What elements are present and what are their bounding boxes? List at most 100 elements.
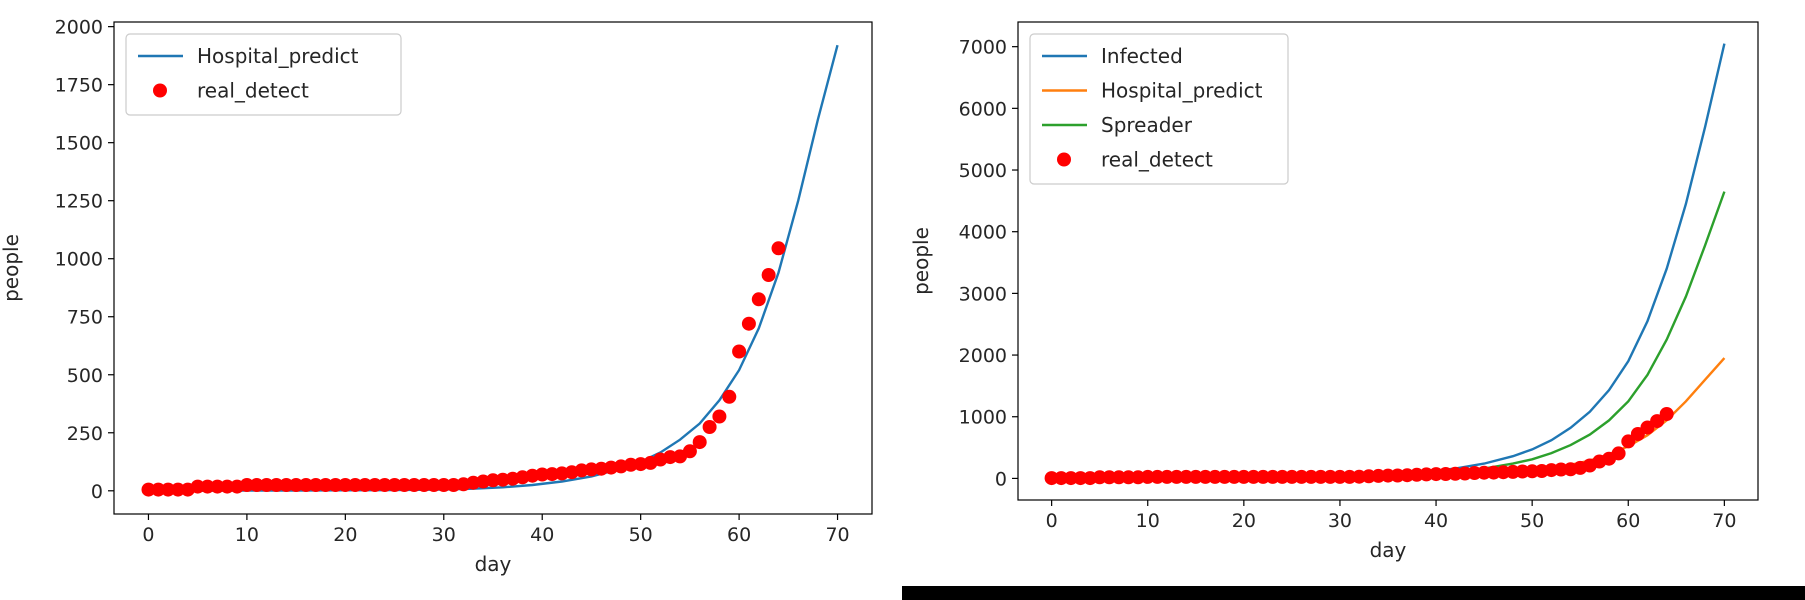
data-point-real-detect <box>436 478 451 492</box>
data-point-real-detect <box>279 478 294 492</box>
data-point-real-detect <box>387 478 402 492</box>
data-point-real-detect <box>1650 414 1665 429</box>
data-point-real-detect <box>407 478 422 492</box>
data-point-real-detect <box>259 478 274 492</box>
x-axis-label: day <box>475 552 512 576</box>
data-point-real-detect <box>1611 446 1626 461</box>
data-point-real-detect <box>1169 469 1184 484</box>
data-point-real-detect <box>1054 471 1069 486</box>
data-point-real-detect <box>249 478 264 492</box>
axes-frame <box>1017 21 1759 501</box>
data-point-real-detect <box>1073 471 1088 486</box>
data-point-real-detect <box>239 478 254 492</box>
data-point-real-detect <box>1150 469 1165 484</box>
legend: Hospital_predict real_detect <box>125 33 402 116</box>
data-point-real-detect <box>151 482 166 497</box>
data-point-real-detect <box>1044 471 1059 486</box>
y-tick-label: 4000 <box>959 222 1007 244</box>
data-point-real-detect <box>1160 469 1174 484</box>
legend-label-hospital-predict: Hospital_predict <box>1101 79 1263 103</box>
data-point-real-detect <box>1323 469 1338 484</box>
data-point-real-detect <box>397 478 412 492</box>
data-point-real-detect <box>269 478 284 492</box>
data-point-real-detect <box>318 478 333 492</box>
legend-label-spreader: Spreader <box>1101 113 1193 137</box>
x-tick-label: 70 <box>825 524 849 546</box>
data-point-real-detect <box>1092 470 1107 485</box>
data-point-real-detect <box>1179 469 1194 484</box>
data-point-real-detect <box>289 478 304 492</box>
data-point-real-detect <box>682 444 697 459</box>
x-tick-label: 0 <box>142 524 154 546</box>
data-point-real-detect <box>1217 469 1232 484</box>
y-tick-label: 0 <box>995 468 1007 490</box>
data-point-real-detect <box>1256 469 1271 484</box>
x-tick-label: 10 <box>235 524 259 546</box>
plot-area <box>141 44 839 497</box>
data-point-real-detect <box>308 478 323 492</box>
data-point-real-detect <box>712 409 727 424</box>
data-point-real-detect <box>1140 469 1155 484</box>
y-tick-label: 500 <box>67 365 103 387</box>
y-tick-label: 0 <box>91 481 103 503</box>
data-point-real-detect <box>761 268 776 282</box>
data-point-real-detect <box>1265 469 1280 484</box>
data-point-real-detect <box>367 478 382 492</box>
data-point-real-detect <box>702 420 717 434</box>
y-tick-label: 6000 <box>959 98 1007 120</box>
x-tick-label: 40 <box>1424 510 1448 532</box>
y-tick-label: 2000 <box>55 17 103 39</box>
y-tick-label: 7000 <box>959 37 1007 59</box>
data-point-real-detect <box>190 479 205 494</box>
x-axis-label: day <box>1370 538 1407 562</box>
data-point-real-detect <box>161 482 176 497</box>
y-tick-label: 1000 <box>55 249 103 271</box>
y-tick-label: 1000 <box>959 407 1007 429</box>
legend-label-hospital-predict: Hospital_predict <box>197 44 359 68</box>
data-point-real-detect <box>1063 471 1078 486</box>
legend-label-real-detect: real_detect <box>197 79 309 103</box>
data-point-real-detect <box>426 478 441 492</box>
data-point-real-detect <box>771 241 786 256</box>
data-point-real-detect <box>348 478 363 492</box>
y-tick-label: 1750 <box>55 75 103 97</box>
data-point-real-detect <box>220 479 235 494</box>
data-point-real-detect <box>200 479 215 494</box>
data-point-real-detect <box>358 478 372 492</box>
data-point-real-detect <box>732 344 747 359</box>
legend: Infected Hospital_predict Spreader real_det… <box>1029 33 1289 185</box>
x-tick-label: 60 <box>1616 510 1640 532</box>
axes-frame <box>113 21 873 515</box>
y-axis-label: people <box>909 227 933 295</box>
data-point-real-detect <box>741 316 756 331</box>
x-tick-label: 70 <box>1712 510 1736 532</box>
data-point-real-detect <box>1332 469 1347 484</box>
x-tick-label: 10 <box>1136 510 1160 532</box>
x-tick-label: 50 <box>629 524 653 546</box>
data-point-real-detect <box>1284 469 1299 484</box>
data-point-real-detect <box>1275 469 1290 484</box>
legend-swatch-real-detect <box>153 83 167 98</box>
data-point-real-detect <box>328 478 343 492</box>
data-point-real-detect <box>1246 469 1261 484</box>
data-point-real-detect <box>692 435 707 450</box>
data-point-real-detect <box>338 478 353 492</box>
data-point-real-detect <box>1208 469 1222 484</box>
data-point-real-detect <box>1188 469 1203 484</box>
y-axis-label: people <box>0 234 23 302</box>
y-tick-label: 750 <box>67 307 103 329</box>
right-chart: 0 10 20 30 40 50 60 70 0 1000 2000 3000 4000 5000 6000… <box>909 21 1759 562</box>
data-point-real-detect <box>1236 469 1251 484</box>
legend-label-real-detect: real_detect <box>1101 148 1213 172</box>
data-point-real-detect <box>1294 469 1309 484</box>
legend-label-infected: Infected <box>1101 44 1183 68</box>
x-tick-label: 30 <box>1328 510 1352 532</box>
y-tick-label: 2000 <box>959 345 1007 367</box>
x-tick-label: 20 <box>1232 510 1256 532</box>
data-point-real-detect <box>1227 469 1242 484</box>
data-point-real-detect <box>1313 469 1328 484</box>
data-point-real-detect <box>417 478 432 492</box>
data-point-real-detect <box>1659 407 1674 421</box>
legend-box <box>125 33 402 116</box>
